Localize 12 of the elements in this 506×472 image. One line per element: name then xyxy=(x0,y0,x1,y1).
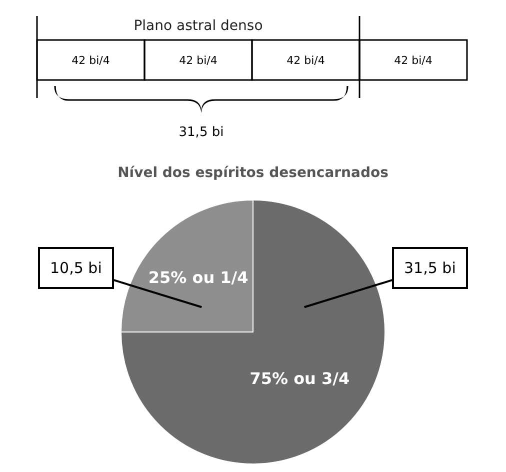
text: 42 bi/4 xyxy=(394,54,432,67)
chart-title: Nível dos espíritos desencarnados xyxy=(118,164,388,181)
text: 10,5 bi xyxy=(50,259,102,277)
text: 31,5 bi xyxy=(178,125,224,140)
text: 42 bi/4 xyxy=(72,54,110,67)
slice-label: 75% ou 3/4 xyxy=(250,369,350,388)
text: Plano astral denso xyxy=(134,18,263,34)
text: 31,5 bi xyxy=(404,259,456,277)
text: 42 bi/4 xyxy=(179,54,218,67)
pie-slice xyxy=(120,200,386,464)
slice-label: 25% ou 1/4 xyxy=(148,268,248,287)
text: 42 bi/4 xyxy=(286,54,325,67)
